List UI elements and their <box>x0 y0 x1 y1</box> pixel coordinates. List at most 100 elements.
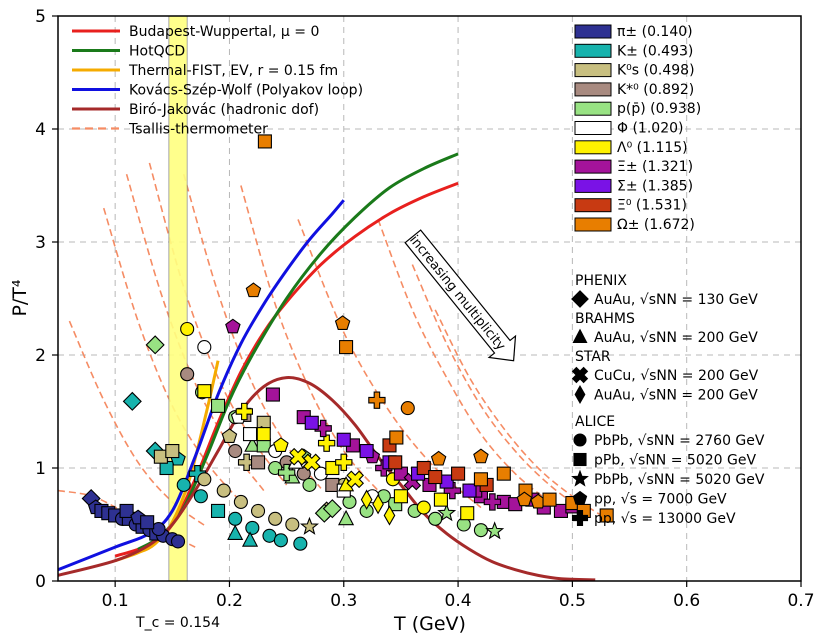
collision-legend-label: pp, √s = 13000 GeV <box>594 511 736 527</box>
particle-swatch <box>574 198 612 213</box>
data-point-diamond <box>122 391 142 411</box>
data-point-star <box>437 503 457 522</box>
data-point-plus <box>571 509 589 527</box>
data-point-square <box>359 443 374 459</box>
y-tick-label: 2 <box>35 346 46 366</box>
data-point-plus <box>368 391 386 409</box>
particle-swatch <box>574 140 612 155</box>
data-point-square <box>165 443 180 459</box>
data-point-square <box>256 427 271 442</box>
data-point-square <box>599 508 614 523</box>
data-point-pentagon <box>572 490 588 505</box>
collision-group-title: ALICE <box>575 414 615 430</box>
data-point-circle <box>197 340 212 355</box>
data-point-circle <box>197 472 212 487</box>
data-point-circle <box>228 443 243 459</box>
particle-legend-label: K± (0.493) <box>617 43 693 59</box>
data-point-circle <box>176 477 191 493</box>
data-point-circle <box>250 503 266 518</box>
data-point-square <box>462 483 477 498</box>
particle-swatch <box>574 63 612 78</box>
collision-legend-label: AuAu, √sNN = 130 GeV <box>594 292 758 308</box>
x-tick-label: 0.5 <box>559 591 586 611</box>
data-point-diamond <box>322 499 342 519</box>
x-tick-label: 0.2 <box>216 591 243 611</box>
data-point-thin-diamond <box>372 493 384 515</box>
collision-legend-label: pPb, √sNN = 5020 GeV <box>594 453 756 469</box>
collision-legend-label: pp, √s = 7000 GeV <box>594 492 727 508</box>
data-point-plus <box>237 453 256 472</box>
data-point-circle <box>473 523 488 538</box>
data-point-thin-diamond <box>383 505 396 526</box>
data-point-square <box>119 503 134 518</box>
data-point-star <box>299 516 319 535</box>
particle-legend-label: Φ (1.020) <box>617 121 683 137</box>
data-point-square <box>250 455 266 470</box>
data-point-pentagon <box>473 448 489 464</box>
data-point-square <box>304 415 319 430</box>
x-tick-label: 0.3 <box>330 591 357 611</box>
particle-legend-label: Λ⁰ (1.115) <box>617 140 688 156</box>
data-point-x <box>289 447 307 466</box>
y-tick-label: 5 <box>35 7 46 27</box>
tsallis-curve <box>125 173 265 492</box>
tsallis-curve <box>377 219 551 503</box>
data-point-square <box>210 398 226 413</box>
data-point-circle <box>296 466 311 481</box>
particle-legend-label: Ω± (1.672) <box>617 217 695 233</box>
data-point-triangle <box>241 531 259 547</box>
collision-legend-label: CuCu, √sNN = 200 GeV <box>594 368 759 384</box>
data-point-square <box>265 387 280 402</box>
particle-swatch <box>574 101 612 116</box>
plot-frame <box>57 15 802 582</box>
data-point-circle <box>233 494 248 509</box>
data-point-square <box>573 452 587 467</box>
data-point-pentagon <box>221 428 238 443</box>
data-point-square <box>388 455 403 470</box>
data-point-x <box>571 366 589 384</box>
data-point-plus <box>277 463 296 482</box>
data-point-triangle <box>244 436 261 452</box>
y-tick-label: 3 <box>35 233 46 253</box>
data-point-triangle <box>227 524 244 540</box>
data-point-square <box>242 427 258 442</box>
data-point-square <box>393 489 408 504</box>
data-point-circle <box>245 520 260 535</box>
data-point-square <box>197 384 212 399</box>
data-point-square <box>460 506 475 521</box>
collision-legend-label: AuAu, √sNN = 200 GeV <box>594 330 758 346</box>
data-point-pentagon <box>334 315 351 330</box>
curve-legend-label: Kovács-Szép-Wolf (Polyakov loop) <box>129 83 363 99</box>
collision-legend: PHENIX AuAu, √sNN = 130 GeV BRAHMS AuAu, √s… <box>571 273 765 527</box>
data-point-x <box>302 453 321 472</box>
data-point-triangle <box>337 509 355 526</box>
data-point-square <box>336 432 351 447</box>
curve-legend-label: HotQCD <box>129 44 185 60</box>
data-point-thin-diamond <box>360 489 373 510</box>
x-shape <box>346 470 365 489</box>
data-point-star <box>485 521 505 540</box>
particle-swatch <box>574 178 612 193</box>
data-point-square <box>433 492 448 507</box>
x-shape <box>289 447 307 466</box>
data-point-circle <box>285 517 300 532</box>
data-point-plus <box>335 453 353 472</box>
curve-legend-label: Biró-Jakovác (hadronic dof) <box>129 102 319 118</box>
tc-label: T_c = 0.154 <box>135 615 220 631</box>
data-point-circle <box>273 533 288 548</box>
particle-swatch <box>574 24 612 39</box>
data-point-circle <box>228 511 243 526</box>
data-point-x <box>346 470 365 489</box>
collision-group-title: BRAHMS <box>575 311 635 327</box>
collision-legend-label: PbPb, √sNN = 2760 GeV <box>594 433 765 449</box>
tsallis-curve <box>411 264 585 512</box>
y-axis-title: P/T⁴ <box>9 279 31 316</box>
particle-swatch <box>574 82 612 97</box>
collision-group-title: PHENIX <box>575 273 627 289</box>
data-point-square <box>473 472 488 487</box>
data-point-square <box>389 430 404 445</box>
particle-swatch <box>574 43 612 58</box>
particle-swatch <box>574 217 612 232</box>
curve-legend-label: Tsallis-thermometer <box>128 122 268 138</box>
